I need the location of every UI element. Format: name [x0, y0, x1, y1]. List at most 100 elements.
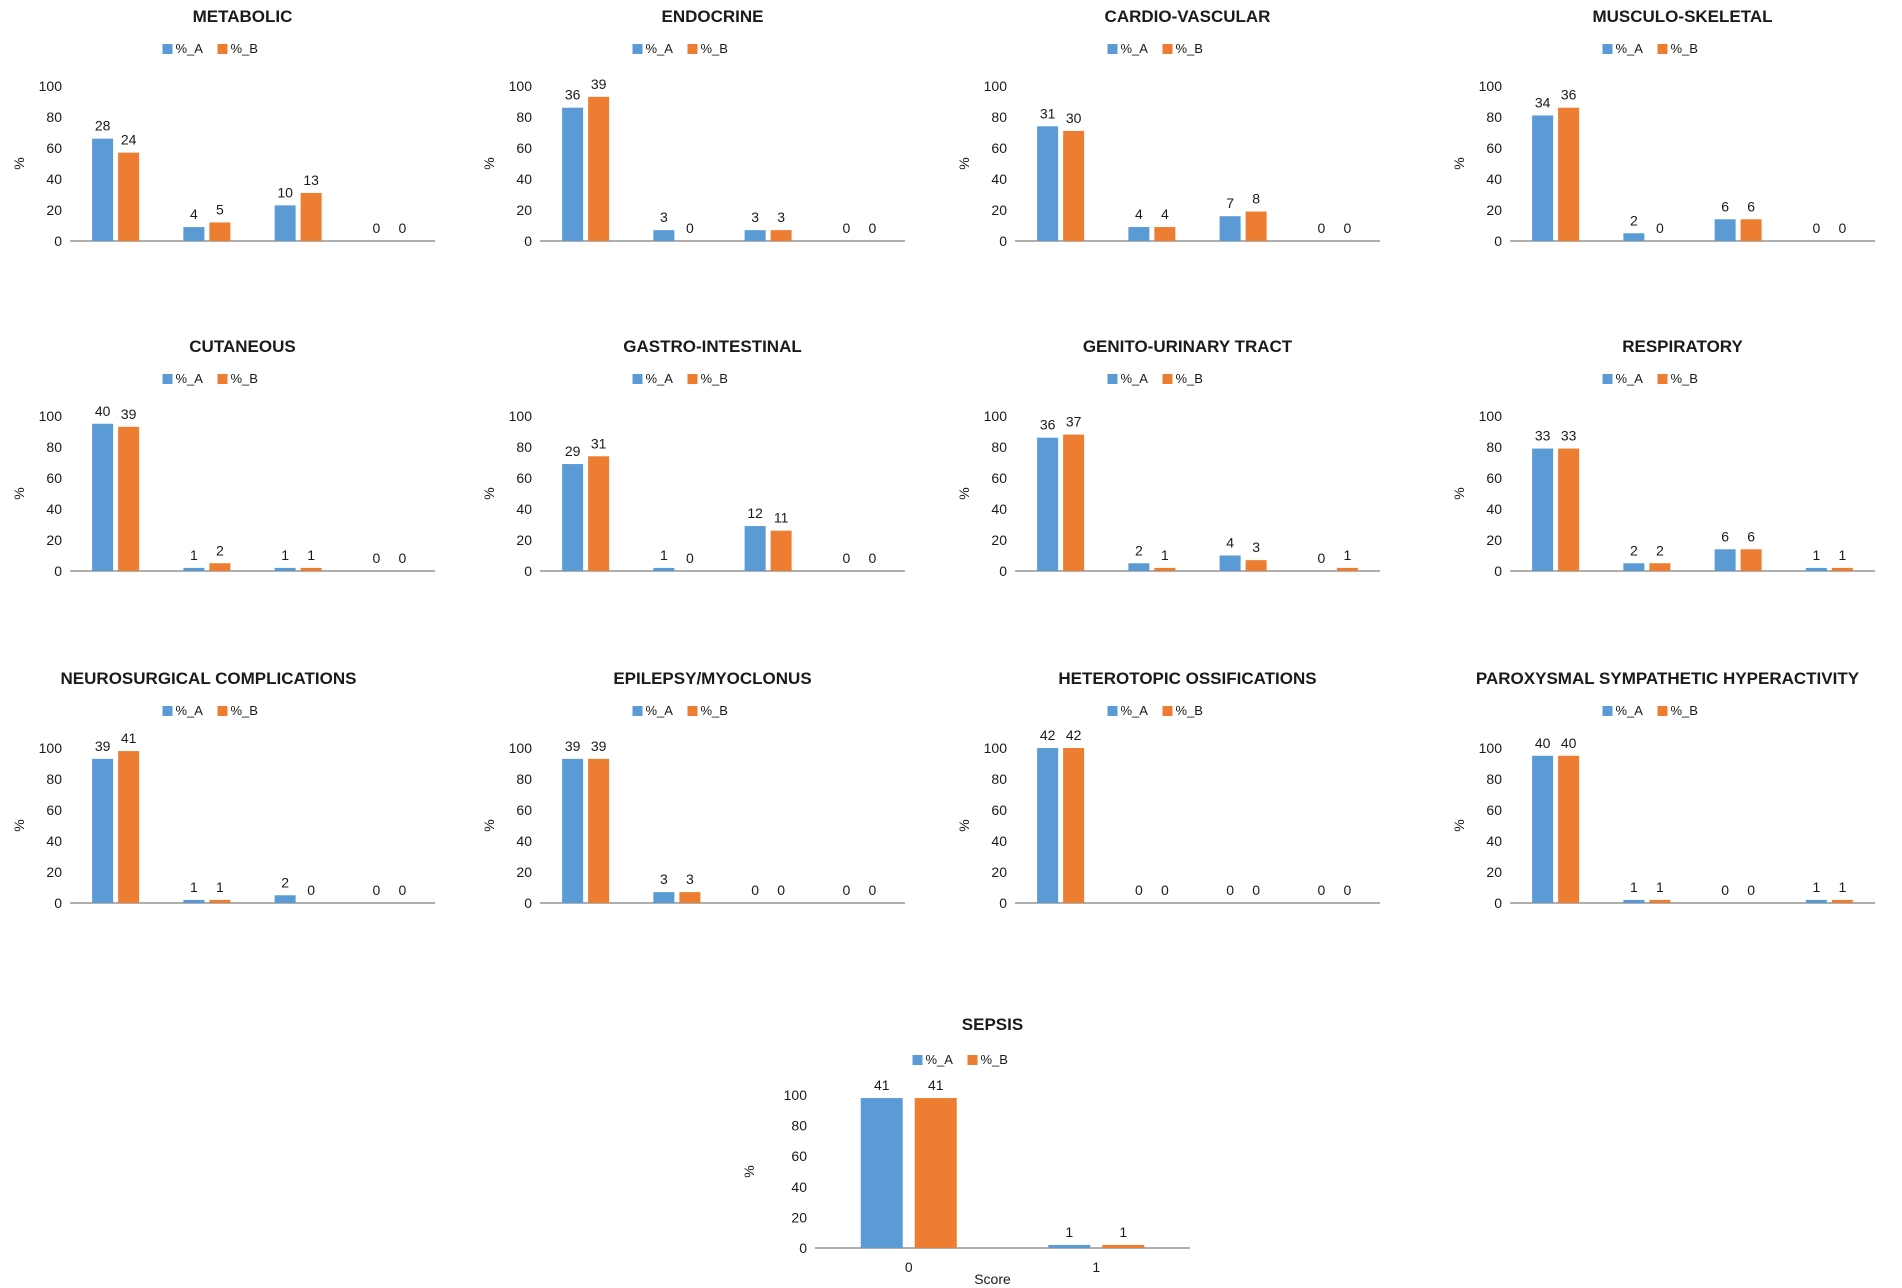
y-tick-label: 60 — [991, 140, 1007, 156]
y-tick-label: 40 — [1486, 171, 1502, 187]
data-label: 0 — [372, 882, 380, 898]
y-tick-label: 40 — [791, 1179, 807, 1195]
y-tick-label: 0 — [999, 233, 1007, 249]
y-tick-label: 100 — [509, 78, 533, 94]
data-label: 4 — [1135, 206, 1143, 222]
y-tick-label: 60 — [516, 140, 532, 156]
data-label: 0 — [1135, 882, 1143, 898]
bar-b-score-2 — [1245, 211, 1267, 241]
data-label: 0 — [751, 882, 759, 898]
data-label: 3 — [777, 209, 785, 225]
data-label: 0 — [1161, 882, 1169, 898]
data-label: 39 — [591, 76, 607, 92]
legend-label-1: %_B — [981, 1052, 1008, 1067]
bar-a-score-1 — [1048, 1244, 1091, 1248]
bar-b-score-0 — [118, 152, 140, 241]
data-label: 0 — [1721, 882, 1729, 898]
legend-label-0: %_A — [1616, 703, 1644, 718]
chart-panel-6: GENITO-URINARY TRACT%_A %_B020406080100%3… — [956, 337, 1380, 579]
legend-label-1: %_B — [701, 371, 728, 386]
bar-b-score-0 — [118, 751, 140, 903]
y-tick-label: 80 — [46, 439, 62, 455]
data-label: 29 — [565, 443, 581, 459]
legend: %_A %_B — [1602, 703, 1698, 718]
legend-swatch-1 — [1162, 706, 1173, 716]
data-label: 3 — [1252, 539, 1260, 555]
legend-label-1: %_B — [1671, 703, 1698, 718]
y-tick-label: 40 — [516, 501, 532, 517]
legend-swatch-0 — [632, 706, 643, 716]
data-label: 33 — [1535, 428, 1551, 444]
legend: %_A %_B — [1107, 703, 1203, 718]
y-axis-label: % — [1451, 487, 1467, 499]
y-tick-label: 0 — [54, 563, 62, 579]
bar-a-score-1 — [1128, 227, 1150, 241]
y-tick-label: 60 — [791, 1148, 807, 1164]
legend-swatch-1 — [1657, 44, 1668, 54]
legend-label-0: %_A — [1121, 41, 1149, 56]
y-tick-label: 0 — [799, 1240, 807, 1256]
bar-b-score-0 — [588, 96, 610, 241]
y-tick-label: 100 — [784, 1087, 808, 1103]
data-label: 41 — [874, 1077, 890, 1093]
bar-b-score-0 — [588, 456, 610, 571]
data-label: 40 — [1535, 735, 1551, 751]
legend: %_A %_B — [632, 703, 728, 718]
legend-swatch-0 — [162, 44, 173, 54]
x-axis-label: Score — [974, 1271, 1011, 1287]
data-label: 0 — [842, 550, 850, 566]
legend-swatch-0 — [632, 374, 643, 384]
data-label: 2 — [216, 542, 224, 558]
bar-a-score-0 — [562, 107, 584, 241]
bar-b-score-1 — [1154, 567, 1176, 571]
bar-a-score-2 — [744, 526, 766, 571]
legend-swatch-0 — [1602, 374, 1613, 384]
y-tick-label: 100 — [39, 408, 63, 424]
data-label: 1 — [281, 547, 289, 563]
data-label: 0 — [398, 882, 406, 898]
y-tick-label: 20 — [791, 1209, 807, 1225]
y-axis-label: % — [956, 819, 972, 831]
y-axis-label: % — [481, 157, 497, 169]
y-tick-label: 20 — [1486, 532, 1502, 548]
y-tick-label: 60 — [1486, 802, 1502, 818]
y-tick-label: 80 — [991, 439, 1007, 455]
data-label: 30 — [1066, 110, 1082, 126]
data-label: 36 — [1040, 417, 1056, 433]
data-label: 1 — [190, 547, 198, 563]
data-label: 39 — [95, 738, 111, 754]
bar-a-score-1 — [1128, 563, 1150, 571]
legend-swatch-0 — [1107, 44, 1118, 54]
data-label: 6 — [1721, 198, 1729, 214]
bar-b-score-3 — [1831, 899, 1853, 903]
data-label: 3 — [686, 871, 694, 887]
y-tick-label: 100 — [509, 408, 533, 424]
chart-title: CUTANEOUS — [189, 337, 295, 356]
data-label: 0 — [1226, 882, 1234, 898]
y-tick-label: 80 — [991, 771, 1007, 787]
data-label: 0 — [1343, 882, 1351, 898]
y-tick-label: 40 — [516, 171, 532, 187]
data-label: 5 — [216, 201, 224, 217]
legend-swatch-0 — [162, 706, 173, 716]
y-tick-label: 40 — [516, 833, 532, 849]
data-label: 3 — [751, 209, 759, 225]
legend-swatch-1 — [217, 374, 228, 384]
y-tick-label: 0 — [54, 233, 62, 249]
data-label: 10 — [277, 184, 293, 200]
legend: %_A %_B — [162, 371, 258, 386]
bar-a-score-0 — [1532, 755, 1554, 903]
bar-a-score-3 — [1805, 899, 1827, 903]
data-label: 6 — [1747, 198, 1755, 214]
data-label: 0 — [1317, 220, 1325, 236]
legend-label-0: %_A — [1121, 703, 1149, 718]
chart-panel-2: CARDIO-VASCULAR%_A%_B020406080100%313004… — [956, 7, 1380, 249]
y-axis-label: % — [481, 487, 497, 499]
chart-panel-3: MUSCULO-SKELETAL%_A%_B020406080100%34360… — [1451, 7, 1875, 249]
data-label: 12 — [747, 505, 763, 521]
bar-a-score-1 — [1623, 899, 1645, 903]
bar-a-score-0 — [860, 1098, 903, 1248]
x-tick-label: 1 — [1092, 1259, 1100, 1275]
bar-b-score-1 — [679, 892, 701, 903]
y-tick-label: 20 — [516, 864, 532, 880]
